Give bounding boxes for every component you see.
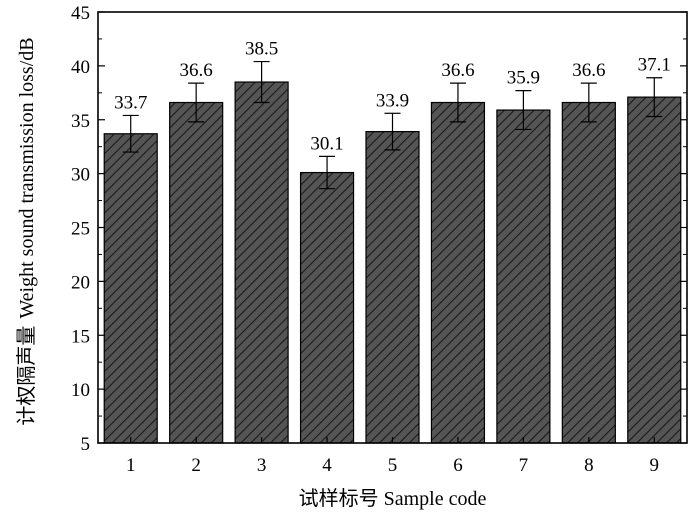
- error-bar-8: [580, 82, 597, 123]
- y-tick-label-15: 15: [71, 326, 90, 347]
- bar-9: [627, 96, 682, 444]
- data-label-1: 33.7: [114, 92, 147, 113]
- x-ticks-group: 1 2 3 4 5 6 7 8 9: [126, 437, 659, 476]
- x-tick-label-8: 8: [584, 455, 594, 476]
- error-bar-3: [253, 60, 270, 104]
- y-tick-label-40: 40: [71, 57, 90, 78]
- data-label-6: 36.6: [441, 60, 474, 81]
- x-tick-label-7: 7: [519, 455, 529, 476]
- data-label-5: 33.9: [376, 90, 409, 111]
- x-tick-label-4: 4: [322, 455, 332, 476]
- x-tick-label-6: 6: [453, 455, 463, 476]
- x-tick-label-1: 1: [126, 455, 136, 476]
- x-tick-label-5: 5: [388, 455, 398, 476]
- data-label-8: 36.6: [572, 60, 605, 81]
- error-bar-1: [122, 114, 139, 153]
- y-ticks-group: 5 10 15 20 25 30 35 40 45: [71, 3, 687, 455]
- x-tick-label-3: 3: [257, 455, 267, 476]
- error-bar-7: [515, 90, 532, 131]
- data-label-9: 37.1: [638, 55, 671, 76]
- bar-3: [234, 81, 289, 444]
- bar-4: [299, 171, 355, 444]
- y-axis-title: 计权隔声量 Weight sound transmission loss/dB: [15, 37, 38, 425]
- bar-5: [365, 131, 420, 444]
- error-bar-2: [188, 82, 205, 123]
- error-bar-4: [319, 155, 336, 190]
- data-label-3: 38.5: [245, 39, 278, 60]
- y-tick-label-30: 30: [71, 165, 90, 186]
- error-bars-group: [122, 60, 663, 190]
- error-bar-6: [449, 82, 466, 123]
- y-tick-label-45: 45: [71, 3, 90, 24]
- x-tick-label-2: 2: [191, 455, 201, 476]
- data-label-4: 30.1: [310, 133, 343, 154]
- bar-2: [169, 101, 224, 444]
- bar-7: [496, 109, 551, 444]
- error-bar-5: [384, 112, 401, 151]
- bars-group: [103, 81, 682, 444]
- y-tick-label-25: 25: [71, 219, 90, 240]
- y-axis-title-cn: 计权隔声量: [15, 326, 38, 426]
- y-axis-title-en: Weight sound transmission loss/dB: [16, 37, 38, 318]
- bar-1: [103, 133, 158, 444]
- data-label-7: 35.9: [507, 68, 540, 89]
- y-tick-label-5: 5: [81, 434, 91, 455]
- data-labels-group: 33.7 36.6 38.5 30.1 33.9 36.6 35.9 36.6 37.1: [114, 39, 671, 155]
- x-axis-title: 试样标号 Sample code: [299, 487, 487, 510]
- data-label-2: 36.6: [180, 60, 213, 81]
- error-bar-9: [646, 77, 663, 118]
- y-tick-label-20: 20: [71, 272, 90, 293]
- y-tick-label-10: 10: [71, 380, 90, 401]
- x-tick-label-9: 9: [650, 455, 660, 476]
- svg-text:计权隔声量 Weight sound trans: 计权隔声量 Weight sound transmission loss/dB: [15, 37, 38, 425]
- y-tick-label-35: 35: [71, 111, 90, 132]
- bar-8: [561, 101, 616, 444]
- bar-6: [430, 101, 486, 444]
